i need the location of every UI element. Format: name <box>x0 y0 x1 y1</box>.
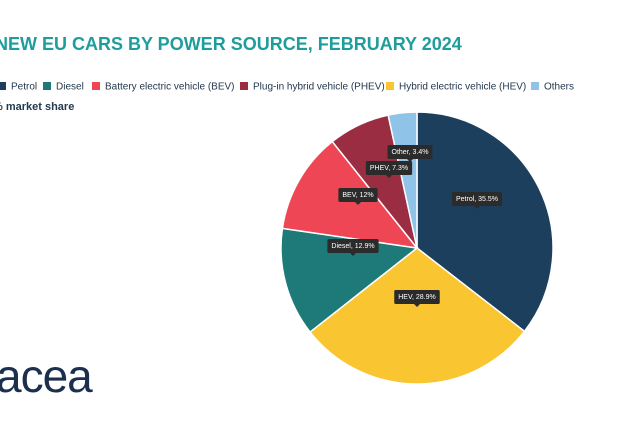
legend-marker <box>531 82 539 90</box>
slice-label-group: Petrol, 35.5% <box>451 192 503 209</box>
chart-title: NEW EU CARS BY POWER SOURCE, FEBRUARY 20… <box>0 34 462 54</box>
legend-marker <box>386 82 394 90</box>
slice-label-pointer <box>355 202 361 205</box>
pie-slice <box>309 247 526 385</box>
slice-label-box <box>451 192 503 206</box>
slice-label: Petrol, 35.5% <box>456 196 498 203</box>
slice-label-pointer <box>474 206 480 209</box>
legend-label: Diesel <box>56 82 84 93</box>
slice-label: BEV, 12% <box>342 192 373 199</box>
slice-label-group: PHEV, 7.3% <box>365 161 413 178</box>
legend-label: Battery electric vehicle (BEV) <box>105 82 235 93</box>
legend-marker <box>92 82 100 90</box>
slice-label-box <box>338 188 378 202</box>
pie-slice <box>280 227 419 334</box>
slice-label-box <box>365 161 413 175</box>
legend-label: Hybrid electric vehicle (HEV) <box>399 82 526 93</box>
legend-label: Petrol <box>11 82 37 93</box>
logo: acea <box>0 350 93 402</box>
slice-label-pointer <box>386 175 392 178</box>
slice-label-group: Other, 3.4% <box>387 145 433 162</box>
slice-label-box <box>394 290 440 304</box>
legend-label: Others <box>544 82 574 93</box>
legend-marker <box>43 82 51 90</box>
slice-label-pointer <box>350 253 356 256</box>
slice-label-pointer <box>414 304 420 307</box>
slice-label-box <box>327 239 379 253</box>
slice-label-pointer <box>407 159 413 162</box>
slice-label: Diesel, 12.9% <box>331 243 374 250</box>
slice-label-group: HEV, 28.9% <box>394 290 440 307</box>
legend-marker <box>240 82 248 90</box>
slice-label: Other, 3.4% <box>392 149 429 156</box>
legend-label: Plug-in hybrid vehicle (PHEV) <box>253 82 385 93</box>
chart-subtitle: % market share <box>0 101 74 113</box>
pie-slice <box>416 111 554 333</box>
slice-label-group: BEV, 12% <box>338 188 378 205</box>
legend-marker <box>0 82 6 90</box>
slice-label: PHEV, 7.3% <box>370 165 408 172</box>
slice-label-group: Diesel, 12.9% <box>327 239 379 256</box>
slice-label: HEV, 28.9% <box>398 294 436 301</box>
slice-label-box <box>387 145 433 159</box>
